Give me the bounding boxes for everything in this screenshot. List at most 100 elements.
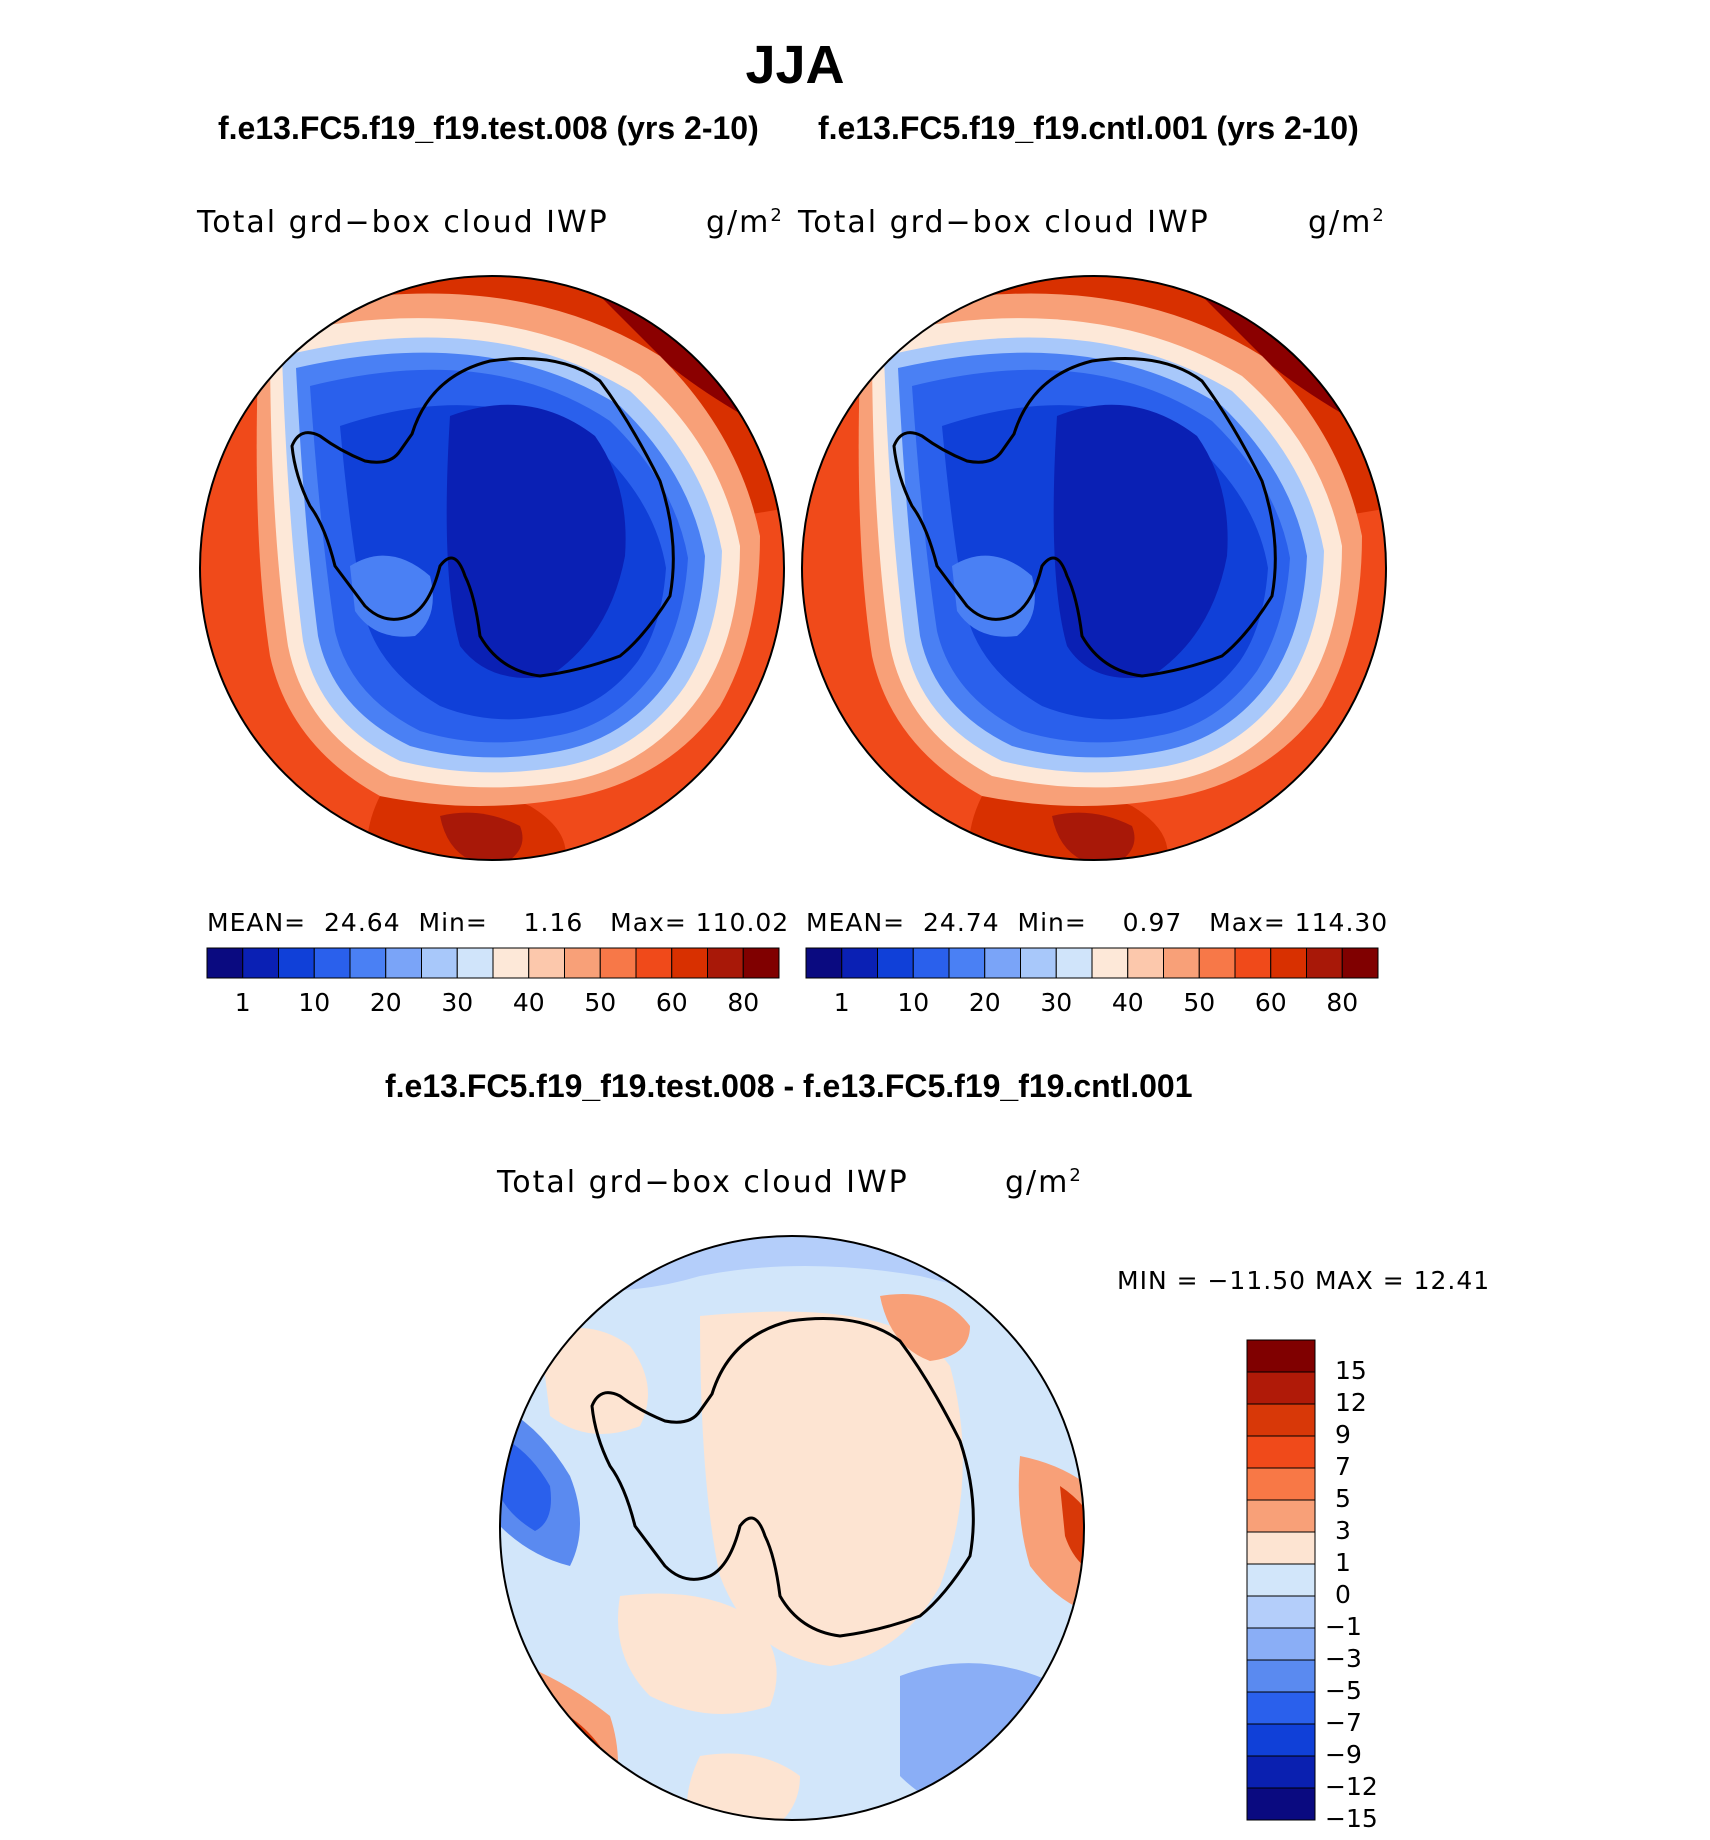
left-colorbar-swatch (206, 947, 244, 979)
diff-colorbar-tick-label: −7 (1325, 1708, 1362, 1737)
diff-colorbar (1246, 1339, 1316, 1821)
right-colorbar-tick-label: 80 (1326, 988, 1359, 1017)
right-colorbar-swatch (1020, 947, 1057, 979)
left-colorbar-swatch (278, 947, 315, 979)
left-colorbar-swatch (528, 947, 565, 979)
left-colorbar-tick-label: 40 (512, 988, 545, 1017)
right-colorbar-swatch (1127, 947, 1164, 979)
diff-colorbar-swatch (1246, 1755, 1316, 1789)
diff-colorbar-swatch (1246, 1403, 1316, 1437)
left-colorbar-tick-label: 80 (727, 988, 760, 1017)
right-colorbar-swatch (984, 947, 1021, 979)
diff-colorbar-tick-label: −5 (1325, 1676, 1362, 1705)
diff-colorbar-swatch (1246, 1371, 1316, 1405)
right-colorbar-swatch (805, 947, 843, 979)
diff-colorbar-swatch (1246, 1787, 1316, 1821)
left-colorbar-swatch (635, 947, 673, 979)
left-colorbar-tick-label: 1 (234, 988, 251, 1017)
left-colorbar-swatch (313, 947, 351, 979)
left-colorbar-swatch (421, 947, 458, 979)
diff-colorbar-tick-label: 0 (1335, 1580, 1351, 1609)
left-colorbar-tick-label: 10 (298, 988, 331, 1017)
left-colorbar-tick-label: 60 (655, 988, 688, 1017)
left-colorbar-swatch (742, 947, 780, 979)
figure-title: JJA (745, 35, 845, 95)
left-colorbar-swatch (671, 947, 708, 979)
left-colorbar-swatch (456, 947, 494, 979)
diff-colorbar-swatch (1246, 1339, 1316, 1373)
right-colorbar (805, 947, 1379, 979)
right-colorbar-swatch (1270, 947, 1307, 979)
diff-colorbar-swatch (1246, 1467, 1316, 1501)
right-colorbar-swatch (1055, 947, 1093, 979)
right-colorbar-swatch (1091, 947, 1129, 979)
diff-colorbar-ticks: 15 12 9 7 5 3 1 0 −1 −3 −5 −7 −9 −12 −15 (1325, 1340, 1425, 1833)
antarctica-coastline (590, 1317, 975, 1638)
right-colorbar-swatch (1163, 947, 1200, 979)
right-polar-map (801, 275, 1387, 861)
right-colorbar-tick-label: 50 (1183, 988, 1216, 1017)
diff-colorbar-tick-label: 1 (1335, 1548, 1351, 1577)
left-case-title: f.e13.FC5.f19_f19.test.008 (yrs 2-10) (218, 110, 759, 146)
right-colorbar-tick-label: 1 (833, 988, 850, 1017)
diff-colorbar-swatch (1246, 1659, 1316, 1693)
diff-minmax: MIN = −11.50 MAX = 12.41 (1117, 1266, 1491, 1295)
right-case-title: f.e13.FC5.f19_f19.cntl.001 (yrs 2-10) (818, 110, 1359, 146)
right-units-label: g/m2 (1308, 205, 1386, 240)
diff-colorbar-tick-label: −9 (1325, 1740, 1362, 1769)
diff-colorbar-tick-label: 7 (1335, 1452, 1351, 1481)
right-colorbar-swatch (948, 947, 986, 979)
antarctica-coastline (892, 357, 1277, 678)
right-colorbar-ticks: 1 10 20 30 40 50 60 80 (806, 988, 1378, 1018)
diff-case-title: f.e13.FC5.f19_f19.test.008 - f.e13.FC5.f… (385, 1068, 1193, 1104)
diff-units-label: g/m2 (1005, 1165, 1083, 1200)
left-colorbar-tick-label: 30 (441, 988, 474, 1017)
right-colorbar-swatch (1234, 947, 1272, 979)
left-variable-label: Total grd−box cloud IWP (197, 205, 609, 240)
diff-polar-map (499, 1235, 1085, 1821)
diff-colorbar-tick-label: −12 (1325, 1772, 1378, 1801)
left-colorbar-tick-label: 50 (584, 988, 617, 1017)
left-colorbar-swatch (385, 947, 422, 979)
left-colorbar-swatch (349, 947, 387, 979)
diff-colorbar-swatch (1246, 1627, 1316, 1661)
diff-colorbar-tick-label: 15 (1335, 1356, 1367, 1385)
right-colorbar-swatch (1198, 947, 1236, 979)
right-colorbar-tick-label: 10 (897, 988, 930, 1017)
left-colorbar-ticks: 1 10 20 30 40 50 60 80 (207, 988, 779, 1018)
diff-colorbar-swatch (1246, 1595, 1316, 1629)
diff-colorbar-tick-label: 3 (1335, 1516, 1351, 1545)
left-colorbar-tick-label: 20 (369, 988, 402, 1017)
right-colorbar-swatch (1306, 947, 1343, 979)
right-colorbar-swatch (877, 947, 914, 979)
left-colorbar-swatch (564, 947, 601, 979)
right-colorbar-tick-label: 60 (1254, 988, 1287, 1017)
right-colorbar-swatch (1341, 947, 1379, 979)
right-colorbar-swatch (912, 947, 950, 979)
right-variable-label: Total grd−box cloud IWP (798, 205, 1210, 240)
diff-colorbar-tick-label: −1 (1325, 1612, 1362, 1641)
diff-colorbar-swatch (1246, 1499, 1316, 1533)
diff-colorbar-swatch (1246, 1563, 1316, 1597)
diff-colorbar-swatch (1246, 1435, 1316, 1469)
right-colorbar-tick-label: 20 (968, 988, 1001, 1017)
antarctica-coastline (290, 357, 675, 678)
right-colorbar-tick-label: 30 (1040, 988, 1073, 1017)
left-stats: MEAN= 24.64 Min= 1.16 Max= 110.02 (207, 908, 790, 937)
left-colorbar-swatch (242, 947, 279, 979)
left-colorbar-swatch (599, 947, 637, 979)
left-colorbar (206, 947, 780, 979)
left-polar-map (199, 275, 785, 861)
diff-colorbar-tick-label: −15 (1325, 1804, 1378, 1833)
diff-colorbar-tick-label: −3 (1325, 1644, 1362, 1673)
diff-variable-label: Total grd−box cloud IWP (497, 1165, 909, 1200)
left-units-label: g/m2 (706, 205, 784, 240)
diff-colorbar-swatch (1246, 1531, 1316, 1565)
diff-colorbar-tick-label: 5 (1335, 1484, 1351, 1513)
diff-colorbar-swatch (1246, 1723, 1316, 1757)
diff-colorbar-tick-label: 9 (1335, 1420, 1351, 1449)
right-colorbar-swatch (841, 947, 878, 979)
left-colorbar-swatch (707, 947, 744, 979)
diff-colorbar-tick-label: 12 (1335, 1388, 1367, 1417)
right-stats: MEAN= 24.74 Min= 0.97 Max= 114.30 (806, 908, 1389, 937)
